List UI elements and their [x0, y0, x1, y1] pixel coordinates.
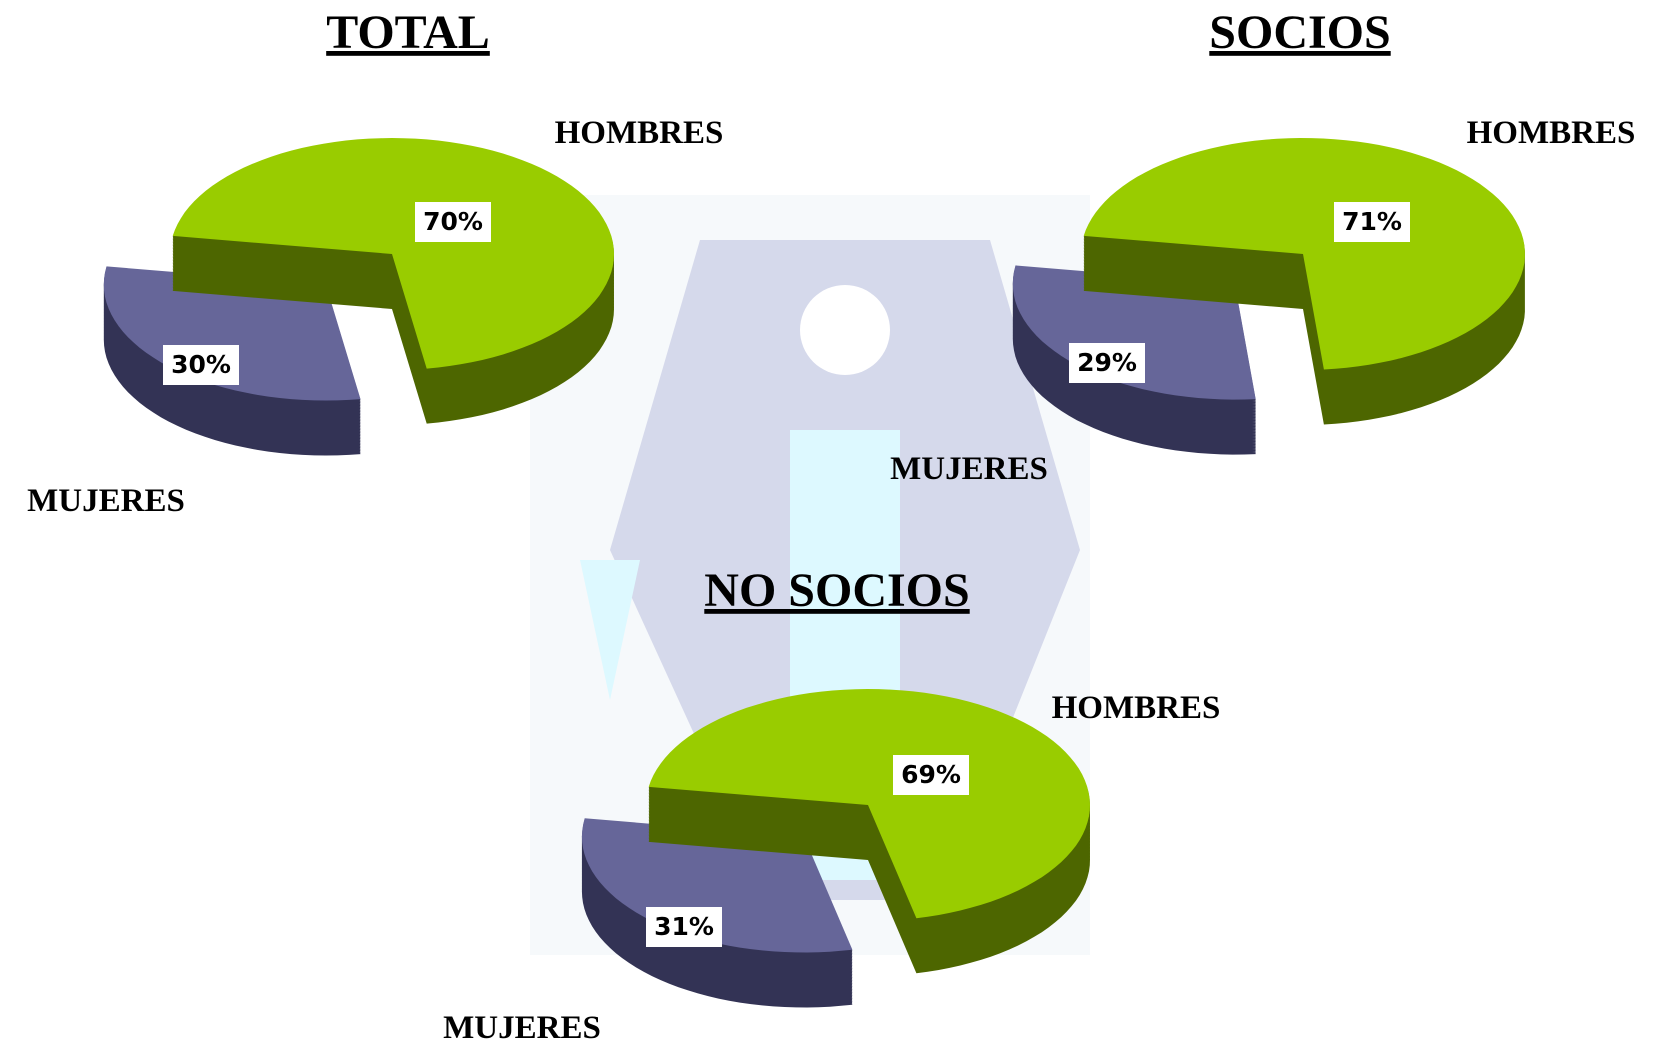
value-label: 29%: [1077, 348, 1137, 377]
category-label: HOMBRES: [1052, 690, 1221, 726]
category-label: HOMBRES: [1467, 115, 1636, 151]
category-label: MUJERES: [27, 483, 185, 519]
chart: TOTAL 70% HOMBRES 30% MUJERES SOCIOS 71% HOMBRE…: [0, 0, 1661, 1043]
category-label: HOMBRES: [555, 115, 724, 151]
chart-title: SOCIOS: [1209, 6, 1390, 59]
value-label: 70%: [423, 207, 483, 236]
chart-title: TOTAL: [326, 6, 490, 59]
value-label: 71%: [1342, 207, 1402, 236]
chart-title: NO SOCIOS: [704, 564, 969, 617]
value-label: 69%: [901, 760, 961, 789]
category-label: MUJERES: [890, 451, 1048, 487]
value-label: 30%: [171, 350, 231, 379]
category-label: MUJERES: [443, 1010, 601, 1043]
value-label: 31%: [654, 912, 714, 941]
